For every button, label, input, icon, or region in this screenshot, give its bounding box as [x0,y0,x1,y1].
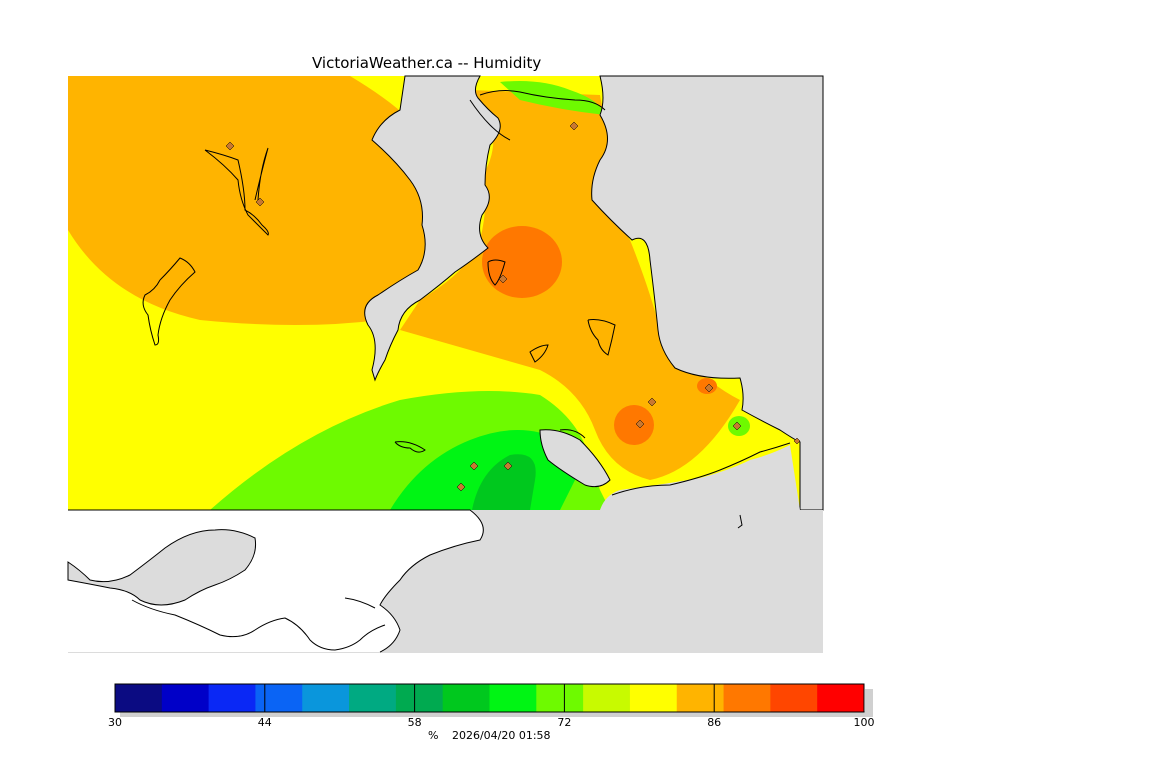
legend-bin [115,684,163,712]
legend-bin [302,684,350,712]
sea-mask [364,75,824,511]
station-marker [255,197,265,207]
legend-bin [770,684,818,712]
station-marker [732,421,742,431]
legend-tick-label: 44 [257,716,272,729]
legend-tick-label: 72 [557,716,572,729]
station-marker [469,461,479,471]
legend-bin [442,684,490,712]
legend-timestamp: 2026/04/20 01:58 [451,729,551,742]
station-marker [456,482,466,492]
contour-86-spot-a [482,226,562,298]
legend-bin [208,684,256,712]
station-marker [503,461,513,471]
legend-bin [676,684,725,712]
map-title: VictoriaWeather.ca -- Humidity [312,54,542,72]
contour-86-spot-b [614,405,654,445]
contour-82-northwest [68,76,430,325]
station-markers [225,121,801,492]
legend-bin [723,684,771,712]
legend-bin [489,684,537,712]
legend-bin [161,684,210,712]
station-marker [704,383,714,393]
south-area [67,509,823,653]
coastline-details [142,90,743,529]
legend-tick-label: 86 [707,716,722,729]
legend-bin [349,684,397,712]
legend-bin [255,684,303,712]
legend-bin [583,684,631,712]
legend-tick-label: 100 [853,716,875,729]
legend-bin [629,684,678,712]
legend-bin [395,684,444,712]
station-marker [498,274,508,284]
legend-unit: % [428,729,439,742]
station-marker [635,419,645,429]
station-marker [647,397,657,407]
legend-bin [536,684,584,712]
station-marker [225,141,235,151]
legend-caption: % 2026/04/20 01:58 [428,729,561,742]
station-marker [569,121,579,131]
legend-tick-label: 30 [108,716,122,729]
legend-tick-label: 58 [407,716,422,729]
legend-bin [817,684,865,712]
color-scale [114,683,873,717]
station-marker [793,437,801,445]
